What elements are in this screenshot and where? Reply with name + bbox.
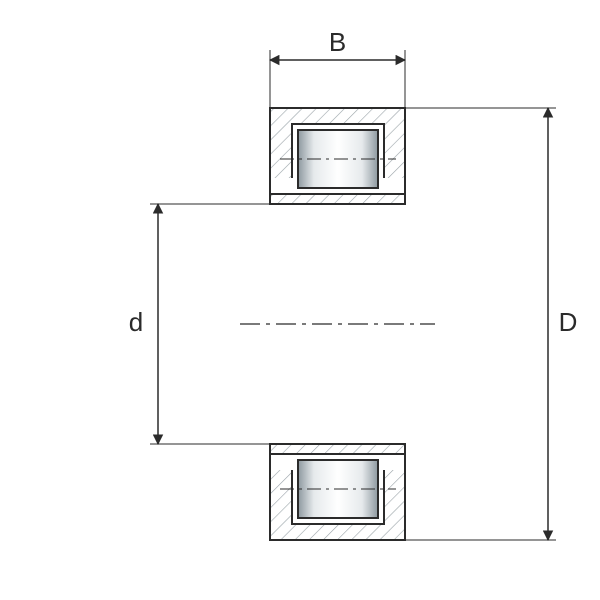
inner-ring-bottom-band: [270, 444, 405, 454]
inner-ring-top-band: [270, 194, 405, 204]
dim-label-B: B: [329, 27, 346, 57]
dim-label-d: d: [129, 307, 143, 337]
dim-label-D: D: [559, 307, 578, 337]
